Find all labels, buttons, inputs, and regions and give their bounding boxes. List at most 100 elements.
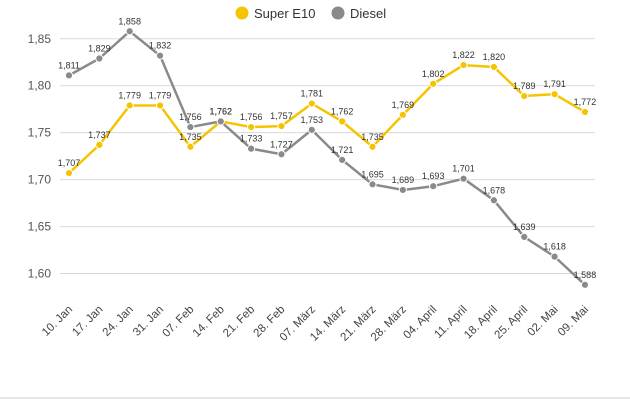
x-tick-label: 04. April	[401, 304, 439, 342]
data-label: 1,772	[574, 97, 597, 107]
data-point	[489, 62, 498, 72]
data-point	[307, 125, 316, 134]
data-point	[95, 54, 104, 63]
data-label: 1,789	[513, 81, 536, 91]
data-point	[216, 117, 225, 126]
data-point	[459, 60, 468, 70]
x-tick-label: 10. Jan	[40, 304, 75, 339]
data-label: 1,820	[483, 52, 506, 62]
data-label: 1,707	[58, 158, 81, 168]
data-label: 1,779	[149, 90, 172, 100]
data-point	[186, 122, 195, 132]
legend-swatch-icon	[331, 6, 345, 20]
data-point	[338, 155, 347, 165]
data-point	[520, 232, 529, 242]
data-label: 1,762	[209, 106, 232, 116]
data-label: 1,832	[149, 41, 172, 51]
data-label: 1,756	[240, 112, 263, 122]
legend-entry: Super E10	[254, 6, 315, 21]
data-point	[95, 140, 104, 149]
data-label: 1,769	[392, 100, 415, 110]
legend-entry: Diesel	[350, 6, 386, 21]
data-label: 1,762	[209, 106, 232, 116]
data-point	[580, 107, 590, 117]
data-label: 1,802	[422, 69, 445, 79]
data-point	[277, 150, 286, 159]
data-point	[459, 174, 468, 183]
data-point	[125, 101, 134, 110]
x-tick-label: 25. April	[492, 304, 530, 342]
data-label: 1,829	[88, 43, 111, 53]
data-point	[550, 252, 559, 261]
data-label: 1,735	[361, 132, 384, 142]
data-label: 1,762	[331, 106, 354, 116]
data-label: 1,779	[118, 90, 141, 100]
data-point	[550, 90, 559, 99]
series-line	[68, 63, 586, 174]
data-label: 1,689	[392, 175, 415, 185]
data-point	[398, 110, 407, 119]
data-label: 1,753	[301, 115, 324, 125]
data-label: 1,756	[179, 112, 202, 122]
data-point	[368, 142, 377, 151]
y-tick-label: 1,85	[28, 32, 52, 46]
data-label: 1,721	[331, 145, 354, 155]
data-label: 1,695	[361, 169, 384, 179]
data-point	[580, 280, 590, 289]
x-tick-label: 31. Jan	[131, 304, 166, 339]
data-label: 1,781	[301, 89, 324, 99]
legend: Super E10 Diesel	[235, 6, 386, 21]
data-point	[125, 27, 134, 36]
x-tick-label: 02. Mai	[526, 304, 561, 339]
data-point	[247, 144, 256, 153]
y-tick-label: 1,75	[28, 126, 52, 140]
data-point	[398, 185, 407, 195]
data-label: 1,678	[483, 185, 506, 195]
data-point	[277, 122, 286, 131]
data-point	[186, 142, 195, 151]
y-tick-label: 1,80	[28, 79, 52, 93]
x-tick-label: 09. Mai	[556, 304, 591, 339]
series-super-e10: 1,707 1,737 1,779 1,779 1,735 1,762 1,756 1,757…	[58, 50, 597, 178]
x-tick-label: 17. Jan	[70, 304, 105, 339]
data-label: 1,701	[452, 164, 475, 174]
data-point	[155, 51, 165, 60]
series-diesel: 1,811 1,829 1,858 1,832 1,756 1,762 1,733 1,727…	[58, 16, 597, 289]
legend-swatch-icon	[235, 6, 249, 20]
data-label: 1,858	[118, 16, 141, 26]
data-label: 1,822	[452, 50, 475, 60]
data-label: 1,639	[513, 222, 536, 232]
data-point	[429, 79, 438, 88]
data-point	[155, 101, 165, 110]
data-label: 1,811	[58, 60, 80, 70]
data-label: 1,735	[179, 132, 202, 142]
series-line	[68, 30, 586, 286]
y-tick-label: 1,65	[28, 220, 52, 234]
data-point	[429, 182, 438, 191]
data-point	[368, 180, 377, 189]
data-point	[489, 196, 498, 205]
data-point	[247, 122, 256, 132]
y-tick-label: 1,60	[28, 267, 52, 281]
x-tick-label: 14. Feb	[191, 304, 227, 340]
data-point	[520, 91, 529, 101]
data-label: 1,733	[240, 134, 263, 144]
x-tick-label: 07. Feb	[160, 304, 196, 340]
data-label: 1,693	[422, 171, 445, 181]
data-label: 1,588	[574, 270, 597, 280]
data-point	[307, 99, 316, 108]
x-tick-label: 21. Feb	[221, 304, 257, 340]
data-point	[64, 168, 74, 178]
data-label: 1,737	[88, 130, 111, 140]
data-point	[338, 117, 347, 126]
x-tick-label: 24. Jan	[101, 304, 136, 339]
data-label: 1,727	[270, 139, 293, 149]
data-label: 1,791	[543, 79, 566, 89]
data-label: 1,757	[270, 111, 293, 121]
y-tick-label: 1,70	[28, 173, 52, 187]
data-label: 1,618	[543, 242, 566, 252]
data-point	[64, 71, 74, 80]
grid-lines	[60, 38, 595, 275]
